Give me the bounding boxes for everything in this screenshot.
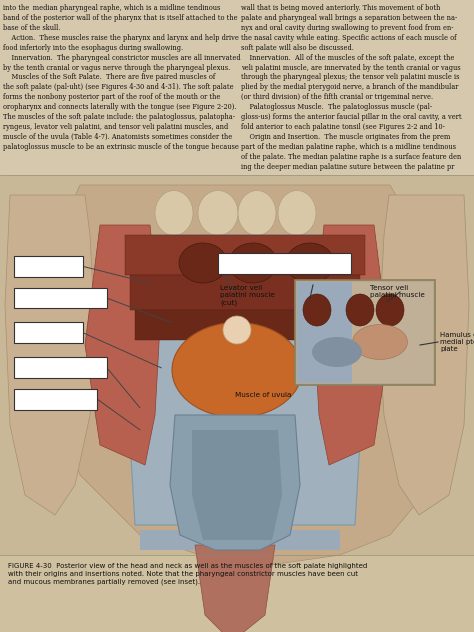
Bar [297, 282, 352, 383]
Ellipse shape [376, 294, 404, 326]
Bar [14, 357, 107, 378]
Ellipse shape [303, 294, 331, 326]
Bar [297, 282, 433, 383]
Polygon shape [314, 225, 389, 465]
Bar [14, 389, 97, 410]
Ellipse shape [346, 294, 374, 326]
Ellipse shape [286, 243, 334, 283]
Polygon shape [130, 275, 360, 310]
Polygon shape [195, 545, 275, 632]
Text: wall that is being moved anteriorly. This movement of both
palate and pharyngeal: wall that is being moved anteriorly. Thi… [241, 4, 462, 171]
Ellipse shape [278, 190, 316, 236]
Text: Muscle of uvula: Muscle of uvula [235, 392, 292, 398]
Text: Hamulus of the
medial pterygoid
plate: Hamulus of the medial pterygoid plate [440, 332, 474, 352]
Bar [14, 256, 83, 277]
Polygon shape [30, 185, 450, 565]
Text: FIGURE 4-30  Posterior view of the head and neck as well as the muscles of the s: FIGURE 4-30 Posterior view of the head a… [8, 563, 367, 585]
Bar [0, 555, 474, 632]
Text: Levator veli
palatini muscle
(cut): Levator veli palatini muscle (cut) [220, 285, 275, 305]
Ellipse shape [353, 324, 408, 360]
Ellipse shape [198, 190, 238, 236]
Bar [218, 253, 351, 274]
Polygon shape [5, 195, 95, 515]
Bar [0, 175, 474, 555]
Ellipse shape [179, 243, 227, 283]
Bar [295, 280, 435, 385]
Text: Tensor veli
palatini muscle: Tensor veli palatini muscle [370, 285, 425, 298]
Ellipse shape [238, 190, 276, 236]
Bar [140, 530, 340, 550]
Ellipse shape [312, 337, 362, 367]
Ellipse shape [155, 190, 193, 236]
Polygon shape [192, 430, 282, 540]
Polygon shape [125, 235, 365, 275]
Bar [14, 288, 107, 308]
Bar [0, 0, 474, 175]
Polygon shape [379, 195, 469, 515]
Ellipse shape [229, 243, 277, 283]
Ellipse shape [223, 316, 251, 344]
Polygon shape [85, 225, 160, 465]
Polygon shape [170, 415, 300, 550]
Text: into the  median pharyngeal raphe, which is a midline tendinous
band of the post: into the median pharyngeal raphe, which … [3, 4, 241, 151]
Bar [14, 322, 83, 343]
Ellipse shape [172, 322, 302, 418]
Polygon shape [125, 235, 365, 525]
Polygon shape [135, 310, 355, 340]
